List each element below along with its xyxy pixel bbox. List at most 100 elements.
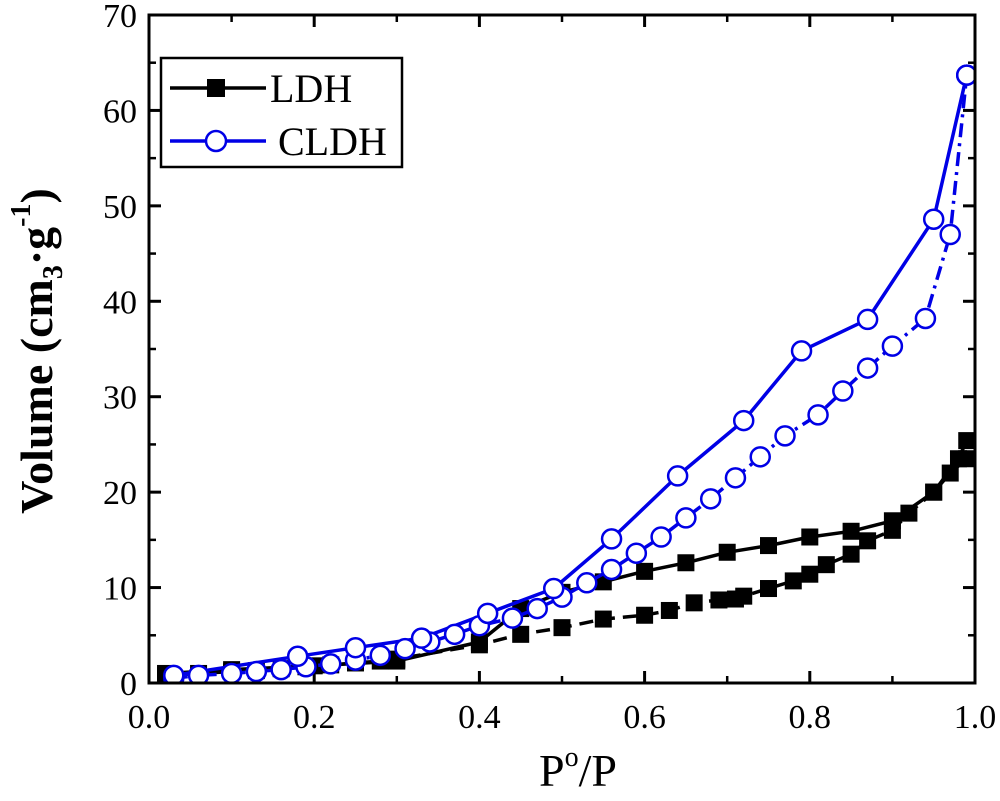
plot-frame [147,13,977,685]
data-point-ldh [949,450,967,468]
data-point-ldh [660,601,678,619]
data-point-ldh [801,565,819,583]
data-point-ldh [636,606,654,624]
data-point-cldh [394,637,416,660]
data-point-ldh [718,543,736,561]
y-axis-label: Volume (cm3·g-1) [6,188,69,514]
y-axis-label-main: Volume (cm [11,279,62,514]
data-point-ldh [760,580,777,598]
x-tick-label: 1.0 [954,699,997,736]
data-point-cldh [526,597,548,620]
data-point-cldh [939,223,961,246]
data-point-cldh [774,425,796,447]
data-point-cldh [790,340,813,362]
data-point-ldh [817,556,835,574]
data-point-cldh [501,607,524,629]
x-tick-label: 0.0 [128,699,171,736]
y-axis-label-end: ) [11,188,62,203]
data-point-ldh [859,532,877,550]
data-point-cldh [542,577,565,600]
x-tick-label: 0.4 [458,699,501,736]
data-point-ldh [677,554,695,572]
y-tick-label: 20 [103,475,137,512]
y-tick-label: 70 [103,0,137,35]
y-tick-label: 30 [103,380,137,417]
data-point-ldh [636,562,654,580]
data-point-cldh [955,64,975,86]
data-point-ldh [735,587,753,605]
legend-item-ldh: LDH [170,66,352,111]
data-point-cldh [163,664,185,683]
data-point-ldh [842,545,860,563]
data-point-cldh [245,660,268,683]
data-point-cldh [625,542,648,564]
data-point-ldh [784,572,802,590]
data-point-cldh [410,627,433,649]
data-point-cldh [187,664,210,683]
data-point-ldh [925,483,943,501]
legend-item-cldh: CLDH [170,119,387,164]
y-tick-label: 60 [103,93,137,130]
legend-box [159,56,404,169]
data-point-cldh [699,488,722,510]
data-point-cldh [666,465,689,487]
data-point-cldh [220,662,243,683]
data-point-cldh [344,636,367,659]
y-tick-labels: 0 10 20 30 40 50 60 70 [103,0,137,703]
data-point-ldh [553,619,571,637]
y-tick-label: 10 [103,571,137,608]
data-point-ldh [883,512,901,530]
y-axis-label-mid: ·g [11,227,62,265]
series-cldh [163,64,975,683]
data-point-ldh [470,633,488,651]
y-axis-label-sup: -1 [6,204,37,227]
data-point-ldh [958,432,975,450]
data-point-cldh [856,308,879,331]
data-point-cldh [600,528,623,550]
data-point-cldh [286,645,309,668]
data-point-cldh [319,653,342,675]
x-tick-label: 0.8 [789,699,832,736]
x-tick-label: 0.6 [623,699,666,736]
legend-marker-circle [204,129,228,153]
legend-label-cldh: CLDH [278,119,387,164]
series-layer [157,64,975,683]
data-point-ldh [685,594,703,612]
y-tick-label: 50 [103,189,137,226]
data-point-cldh [600,558,623,581]
y-tick-label: 0 [120,666,137,703]
data-point-cldh [922,208,945,230]
data-point-ldh [801,528,819,546]
data-point-cldh [749,446,771,468]
data-point-cldh [732,409,755,432]
data-point-ldh [594,610,612,628]
data-point-ldh [760,537,777,555]
data-point-ldh [512,625,530,643]
data-point-cldh [724,467,747,489]
data-point-cldh [832,380,854,402]
x-axis-label-base: P [539,745,565,796]
data-point-cldh [881,335,904,357]
data-point-ldh [842,522,860,540]
data-point-cldh [476,602,499,625]
x-axis-label-rest: /P [579,745,617,796]
data-point-cldh [914,307,937,330]
x-axis-label: Po/P [539,742,617,796]
series-ldh [157,432,975,683]
x-tick-labels: 0.0 0.2 0.4 0.6 0.8 1.0 [128,699,997,736]
y-tick-label: 40 [103,284,137,321]
data-point-cldh [856,357,879,379]
y-axis-label-sub: 3 [38,265,69,279]
data-point-cldh [270,658,292,681]
legend-marker-square [207,79,225,97]
ldh-adsorption-line [165,457,968,678]
x-axis-label-sup: o [565,742,579,773]
data-point-cldh [369,644,392,667]
legend-label-ldh: LDH [270,66,352,111]
data-point-cldh [675,507,697,529]
x-tick-label: 0.2 [293,699,336,736]
data-point-cldh [650,526,672,548]
data-point-ldh [941,464,959,482]
legend: LDH CLDH [159,56,404,169]
